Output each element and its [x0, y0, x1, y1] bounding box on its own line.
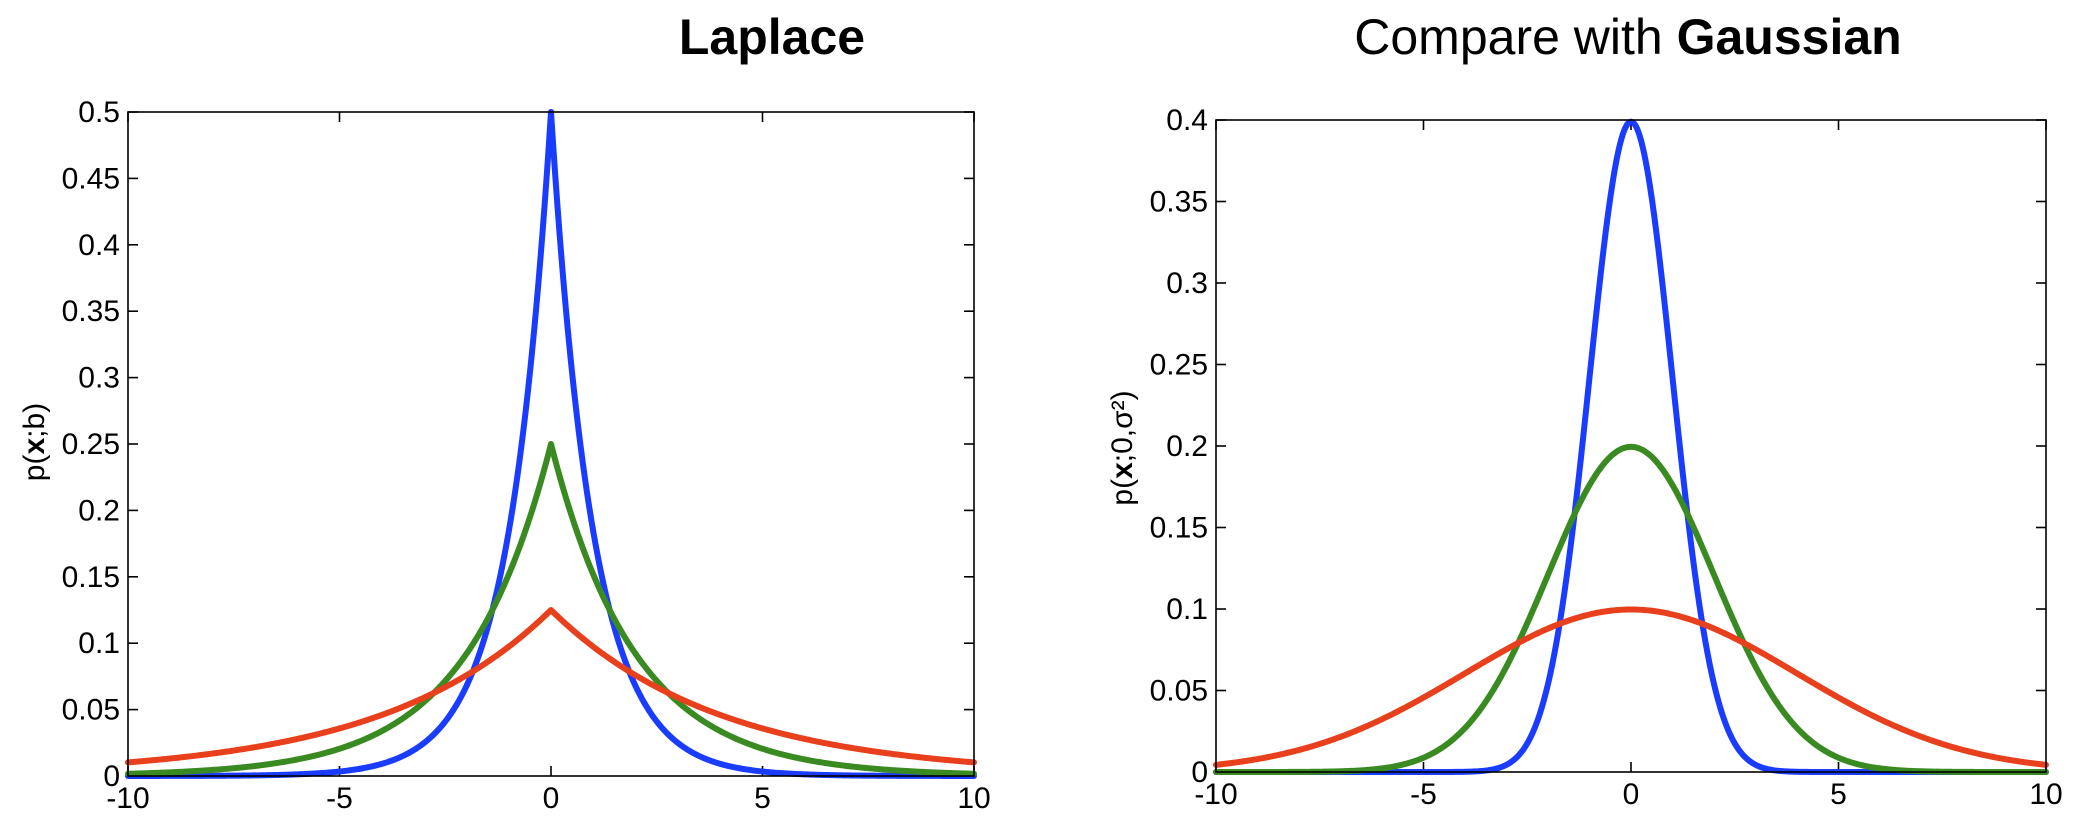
x-tick-label: -10	[106, 782, 149, 815]
y-tick-label: 0.35	[1150, 186, 1208, 219]
y-tick-label: 0.4	[1166, 104, 1208, 137]
y-tick-label: 0	[103, 760, 120, 793]
y-tick-label: 0.2	[1166, 430, 1208, 463]
y-tick-label: 0.15	[62, 561, 120, 594]
series-line-1	[1213, 443, 2049, 775]
y-tick-label: 0.05	[62, 694, 120, 727]
y-tick-label: 0.5	[78, 96, 120, 129]
series-line-2	[1213, 606, 2049, 768]
y-tick-label: 0.15	[1150, 512, 1208, 545]
gaussian-chart: Compare with Gaussian p(x;0,σ²) -10 -5 0 5 1…	[1106, 9, 2063, 811]
y-tick-label: 0.25	[62, 428, 120, 461]
y-tick-label: 0.35	[62, 295, 120, 328]
gaussian-ylabel: p(x;0,σ²)	[1106, 390, 1139, 505]
gaussian-title: Compare with Gaussian	[1354, 9, 1901, 65]
laplace-title: Laplace	[679, 9, 865, 65]
y-tick-label: 0.1	[78, 627, 120, 660]
y-tick-label: 0.4	[78, 229, 120, 262]
y-tick-label: 0.1	[1166, 593, 1208, 626]
x-tick-label: 0	[1623, 778, 1640, 811]
x-tick-label: 0	[543, 782, 560, 815]
y-tick-label: 0	[1191, 756, 1208, 789]
y-tick-label: 0.2	[78, 494, 120, 527]
y-tick-label: 0.25	[1150, 349, 1208, 382]
x-tick-label: 5	[1830, 778, 1847, 811]
x-tick-label: -10	[1194, 778, 1237, 811]
x-tick-label: 5	[754, 782, 771, 815]
y-tick-label: 0.3	[1166, 267, 1208, 300]
gaussian-axes-box	[1215, 119, 2047, 773]
series-line-2	[125, 607, 977, 766]
x-tick-label: 10	[2029, 778, 2062, 811]
laplace-chart: Laplace p(x;b) -10 -5 0 5 10 0 0.05 0.1 0.15 0.2 0…	[18, 9, 991, 815]
x-tick-label: 10	[957, 782, 990, 815]
series-line-1	[125, 441, 977, 777]
y-tick-label: 0.3	[78, 362, 120, 395]
x-tick-label: -5	[1410, 778, 1437, 811]
laplace-ylabel: p(x;b)	[18, 403, 51, 481]
x-tick-label: -5	[326, 782, 353, 815]
y-tick-label: 0.45	[62, 162, 120, 195]
y-tick-label: 0.05	[1150, 675, 1208, 708]
laplace-axes-box	[127, 111, 975, 777]
